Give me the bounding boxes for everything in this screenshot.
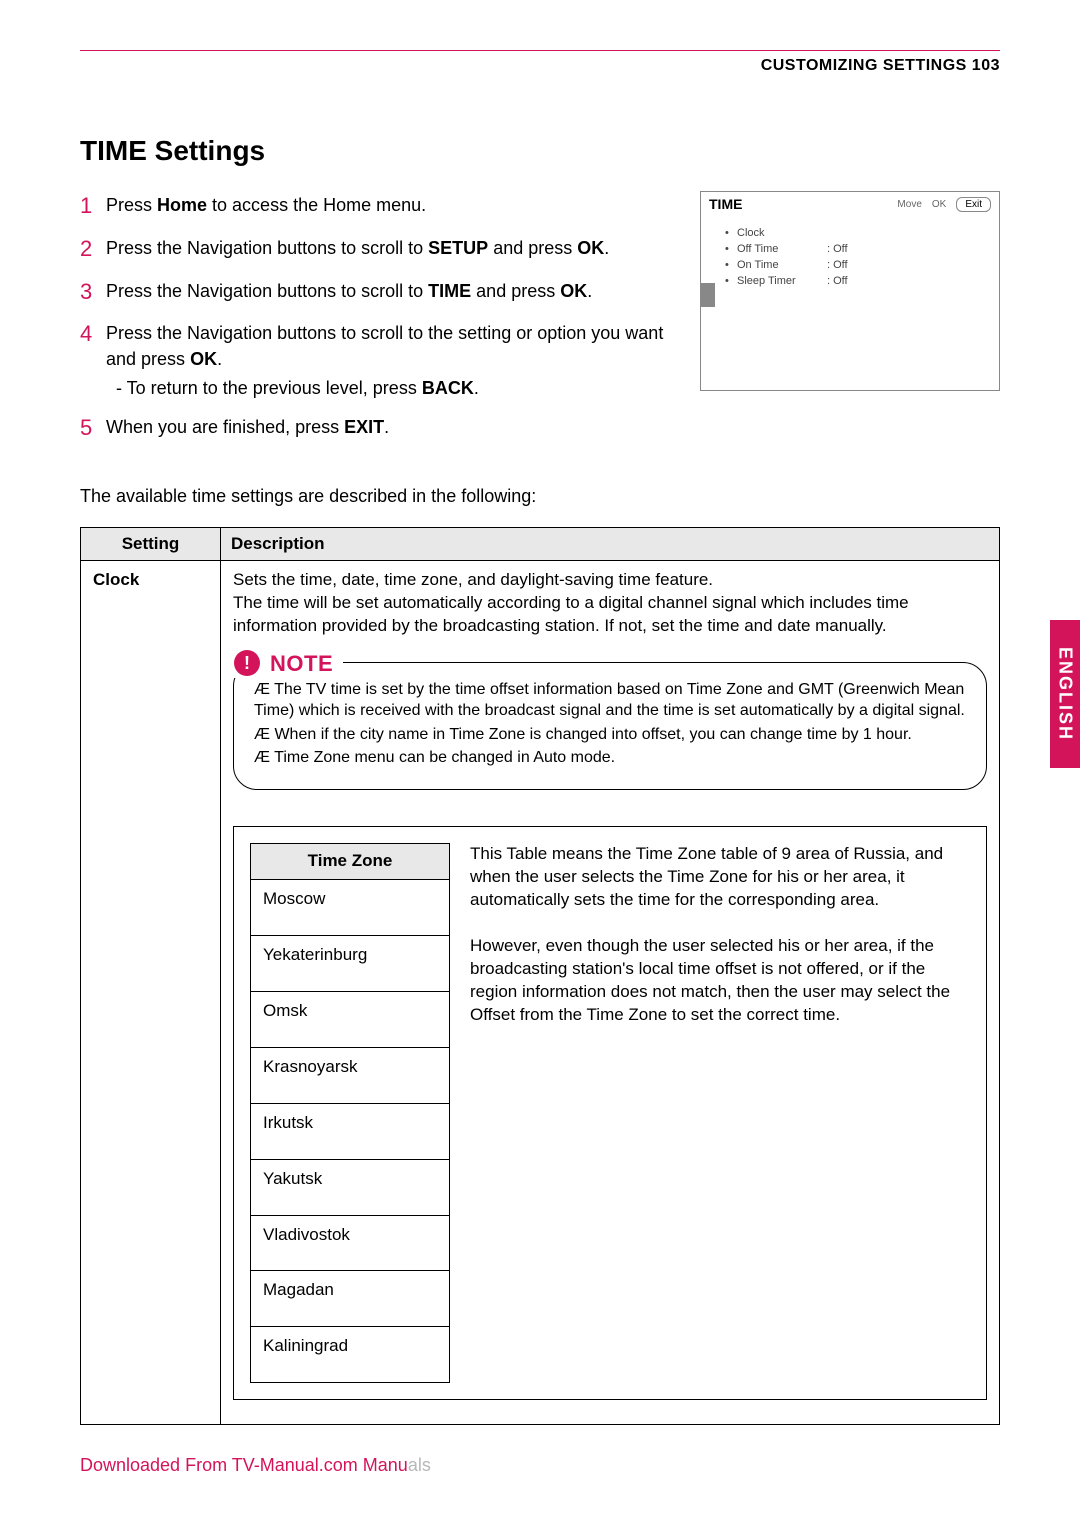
step-number: 3 (80, 277, 106, 308)
step: 1Press Home to access the Home menu. (80, 191, 680, 222)
note-icon: ! (234, 650, 260, 676)
timezone-table: Time Zone MoscowYekaterinburgOmskKrasnoy… (250, 843, 450, 1383)
tz-desc-1: This Table means the Time Zone table of … (470, 843, 970, 912)
header-page: 103 (972, 57, 1000, 74)
note-item: Æ When if the city name in Time Zone is … (254, 724, 966, 746)
th-setting: Setting (81, 527, 221, 560)
osd-list: •Clock•Off Time: Off•On Time: Off•Sleep … (715, 217, 999, 307)
tz-header: Time Zone (251, 843, 450, 879)
osd-item: •On Time: Off (725, 257, 999, 273)
osd-exit: Exit (956, 197, 991, 212)
note-title: NOTE (270, 649, 333, 679)
step-number: 4 (80, 319, 106, 401)
step-number: 2 (80, 234, 106, 265)
header-rule (80, 50, 1000, 51)
step-text: When you are finished, press EXIT. (106, 413, 680, 444)
osd-ok: OK (932, 199, 946, 210)
page-title: TIME Settings (80, 135, 1000, 167)
osd-item: •Sleep Timer: Off (725, 273, 999, 289)
tz-row: Magadan (251, 1271, 450, 1327)
footer-grey: als (408, 1455, 431, 1475)
header-section: CUSTOMIZING SETTINGS (761, 57, 967, 74)
setting-name: Clock (93, 570, 139, 589)
steps-list: 1Press Home to access the Home menu.2Pre… (80, 191, 680, 456)
tz-row: Omsk (251, 991, 450, 1047)
tz-row: Vladivostok (251, 1215, 450, 1271)
page-header: CUSTOMIZING SETTINGS 103 (80, 57, 1000, 75)
td-setting: Clock (81, 560, 221, 1425)
language-tab: ENGLISH (1050, 620, 1080, 768)
timezone-desc: This Table means the Time Zone table of … (470, 843, 970, 1383)
step-text: Press the Navigation buttons to scroll t… (106, 277, 680, 308)
settings-table: Setting Description Clock Sets the time,… (80, 527, 1000, 1426)
tz-desc-2: However, even though the user selected h… (470, 935, 970, 1027)
step: 2Press the Navigation buttons to scroll … (80, 234, 680, 265)
td-desc: Sets the time, date, time zone, and dayl… (221, 560, 1000, 1425)
step-text: Press the Navigation buttons to scroll t… (106, 234, 680, 265)
osd-side-tab (701, 283, 715, 307)
step-sub: - To return to the previous level, press… (106, 376, 680, 401)
intro-text: The available time settings are describe… (80, 486, 1000, 507)
osd-move: Move (897, 199, 921, 210)
step-text: Press the Navigation buttons to scroll t… (106, 319, 680, 401)
step-number: 5 (80, 413, 106, 444)
footer-red: Downloaded From TV-Manual.com Manu (80, 1455, 408, 1475)
note-item: Æ Time Zone menu can be changed in Auto … (254, 747, 966, 769)
step: 5When you are finished, press EXIT. (80, 413, 680, 444)
note-body: Æ The TV time is set by the time offset … (254, 679, 966, 769)
tz-row: Kaliningrad (251, 1327, 450, 1383)
tz-row: Yakutsk (251, 1159, 450, 1215)
osd-title: TIME (709, 196, 887, 212)
tz-row: Moscow (251, 879, 450, 935)
osd-panel: TIME Move OK Exit •Clock•Off Time: Off•O… (700, 191, 1000, 391)
step-text: Press Home to access the Home menu. (106, 191, 680, 222)
footer-text: Downloaded From TV-Manual.com Manuals (80, 1455, 431, 1476)
timezone-box: Time Zone MoscowYekaterinburgOmskKrasnoy… (233, 826, 987, 1400)
step-number: 1 (80, 191, 106, 222)
osd-item: •Clock (725, 225, 999, 241)
th-desc: Description (221, 527, 1000, 560)
step: 3Press the Navigation buttons to scroll … (80, 277, 680, 308)
tz-row: Krasnoyarsk (251, 1047, 450, 1103)
osd-item: •Off Time: Off (725, 241, 999, 257)
note-item: Æ The TV time is set by the time offset … (254, 679, 966, 722)
step: 4Press the Navigation buttons to scroll … (80, 319, 680, 401)
note-box: ! NOTE Æ The TV time is set by the time … (233, 662, 987, 790)
tz-row: Irkutsk (251, 1103, 450, 1159)
tz-row: Yekaterinburg (251, 935, 450, 991)
clock-desc: Sets the time, date, time zone, and dayl… (233, 570, 909, 635)
